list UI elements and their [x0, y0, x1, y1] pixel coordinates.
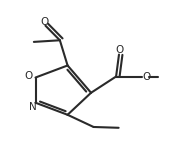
Text: N: N: [29, 102, 37, 112]
Text: O: O: [115, 45, 124, 55]
Text: O: O: [143, 72, 151, 82]
Text: O: O: [25, 71, 33, 81]
Text: O: O: [40, 17, 48, 27]
